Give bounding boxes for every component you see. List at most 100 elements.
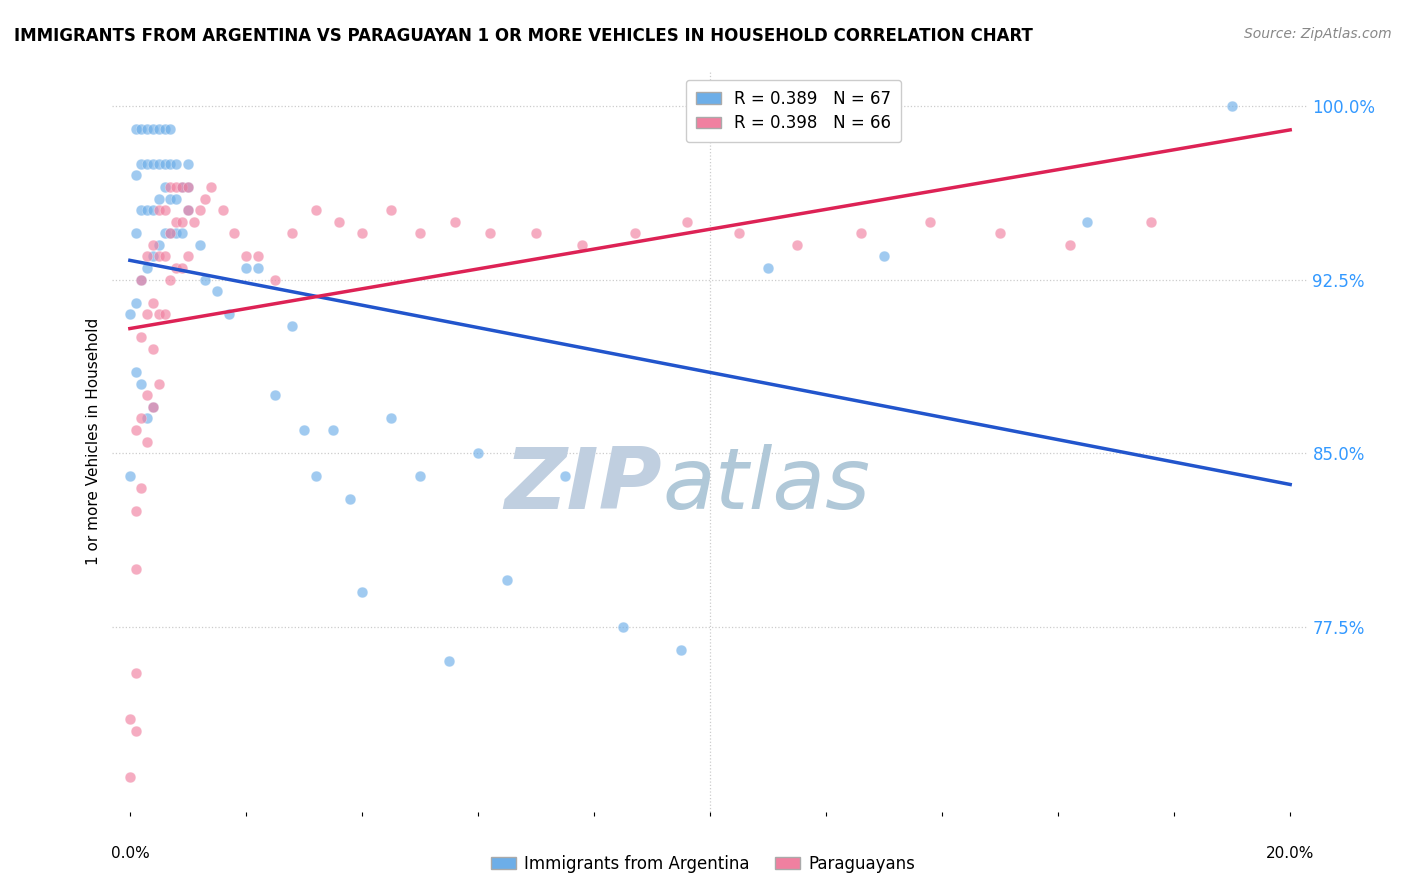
Point — [148, 192, 170, 206]
Point — [136, 307, 159, 321]
Point — [131, 411, 153, 425]
Point — [350, 227, 373, 241]
Point — [148, 157, 170, 171]
Point — [675, 215, 697, 229]
Point — [1076, 215, 1098, 229]
Point — [131, 272, 153, 286]
Point — [125, 365, 148, 379]
Point — [131, 330, 153, 344]
Point — [177, 180, 200, 194]
Point — [728, 227, 751, 241]
Point — [136, 122, 159, 136]
Point — [136, 388, 159, 402]
Point — [125, 423, 148, 437]
Point — [153, 227, 176, 241]
Point — [988, 227, 1011, 241]
Point — [165, 180, 187, 194]
Point — [165, 260, 187, 275]
Point — [131, 122, 153, 136]
Point — [339, 492, 361, 507]
Point — [136, 203, 159, 218]
Point — [177, 157, 200, 171]
Point — [554, 469, 576, 483]
Point — [380, 411, 402, 425]
Point — [131, 272, 153, 286]
Point — [142, 238, 165, 252]
Point — [194, 272, 217, 286]
Text: 0.0%: 0.0% — [111, 847, 149, 862]
Point — [125, 723, 148, 738]
Point — [153, 249, 176, 263]
Point — [467, 446, 489, 460]
Point — [165, 227, 187, 241]
Point — [148, 376, 170, 391]
Point — [612, 619, 634, 633]
Point — [281, 318, 304, 333]
Y-axis label: 1 or more Vehicles in Household: 1 or more Vehicles in Household — [86, 318, 101, 566]
Point — [159, 122, 181, 136]
Point — [136, 157, 159, 171]
Point — [177, 203, 200, 218]
Point — [125, 227, 148, 241]
Point — [153, 203, 176, 218]
Point — [496, 574, 519, 588]
Point — [224, 227, 246, 241]
Point — [443, 215, 465, 229]
Point — [172, 227, 194, 241]
Point — [148, 122, 170, 136]
Point — [172, 260, 194, 275]
Point — [142, 203, 165, 218]
Point — [623, 227, 645, 241]
Point — [125, 562, 148, 576]
Point — [188, 203, 211, 218]
Point — [159, 157, 181, 171]
Point — [142, 400, 165, 414]
Point — [125, 122, 148, 136]
Point — [136, 434, 159, 449]
Point — [165, 157, 187, 171]
Point — [322, 423, 344, 437]
Point — [148, 203, 170, 218]
Point — [478, 227, 501, 241]
Point — [125, 169, 148, 183]
Point — [148, 238, 170, 252]
Point — [235, 249, 257, 263]
Point — [136, 249, 159, 263]
Point — [304, 203, 326, 218]
Point — [1140, 215, 1163, 229]
Text: 20.0%: 20.0% — [1265, 847, 1315, 862]
Point — [1059, 238, 1081, 252]
Point — [571, 238, 593, 252]
Point — [159, 227, 181, 241]
Point — [125, 295, 148, 310]
Point — [153, 122, 176, 136]
Point — [118, 469, 141, 483]
Point — [125, 665, 148, 680]
Point — [1220, 99, 1243, 113]
Point — [380, 203, 402, 218]
Point — [437, 654, 460, 668]
Point — [153, 180, 176, 194]
Point — [148, 307, 170, 321]
Legend: R = 0.389   N = 67, R = 0.398   N = 66: R = 0.389 N = 67, R = 0.398 N = 66 — [686, 79, 901, 143]
Point — [264, 272, 287, 286]
Point — [142, 400, 165, 414]
Point — [165, 215, 187, 229]
Point — [142, 342, 165, 356]
Point — [142, 295, 165, 310]
Point — [131, 376, 153, 391]
Legend: Immigrants from Argentina, Paraguayans: Immigrants from Argentina, Paraguayans — [484, 848, 922, 880]
Point — [218, 307, 240, 321]
Point — [200, 180, 222, 194]
Point — [142, 122, 165, 136]
Text: Source: ZipAtlas.com: Source: ZipAtlas.com — [1244, 27, 1392, 41]
Point — [409, 469, 432, 483]
Point — [292, 423, 315, 437]
Point — [136, 260, 159, 275]
Point — [172, 180, 194, 194]
Point — [118, 770, 141, 784]
Point — [142, 249, 165, 263]
Point — [328, 215, 350, 229]
Point — [177, 203, 200, 218]
Point — [148, 249, 170, 263]
